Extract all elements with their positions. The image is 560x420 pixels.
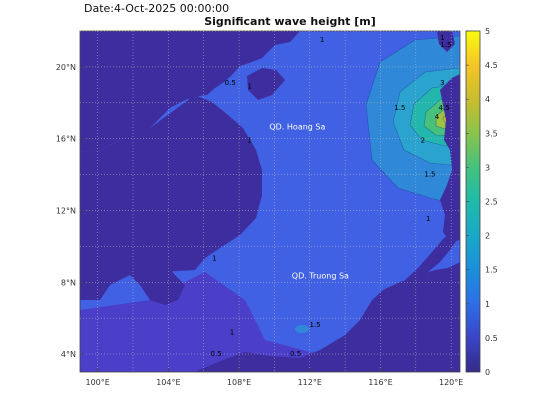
date-label: Date:4-Oct-2025 00:00:00	[84, 2, 230, 15]
x-tick-label: 108°E	[227, 378, 251, 387]
colorbar-tick-label: 5	[485, 27, 490, 36]
contour-label: 1	[426, 215, 430, 223]
y-tick-label: 8°N	[61, 278, 76, 287]
shallow-shelf-sea	[80, 272, 360, 372]
x-tick-label: 100°E	[86, 378, 110, 387]
contour-label: 1	[320, 36, 324, 44]
place-label: QD. Truong Sa	[292, 272, 349, 281]
y-tick-label: 16°N	[56, 135, 76, 144]
colorbar-tick-label: 4	[485, 95, 490, 104]
x-tick-label: 112°E	[298, 378, 322, 387]
colorbar-tick-label: 0.5	[485, 334, 498, 343]
contour-label: 4	[435, 113, 440, 121]
contour-label: 1.5	[394, 104, 405, 112]
contour-label: 1	[230, 328, 234, 336]
y-tick-label: 12°N	[56, 206, 76, 215]
colorbar-tick-label: 0	[485, 368, 490, 377]
map-area	[80, 31, 460, 372]
y-tick-label: 4°N	[61, 350, 76, 359]
contour-label: 2	[421, 136, 425, 144]
colorbar-tick-label: 1.5	[485, 266, 498, 275]
colorbar-tick-label: 2.5	[485, 198, 498, 207]
contour-label: 1	[247, 136, 251, 144]
contour-label: 0.5	[225, 79, 236, 87]
colorbar-tick-label: 3.5	[485, 129, 498, 138]
land-hainan-island	[247, 68, 285, 100]
colorbar-tick-label: 1	[485, 300, 490, 309]
contour-label: 4.5	[439, 104, 450, 112]
grid-lines	[80, 30, 460, 372]
land-philippines	[440, 74, 460, 242]
colorbar: 0 0.5 1 1.5 2 2.5 3 3.5 4 4.5 5	[465, 27, 498, 377]
x-tick-label: 116°E	[368, 378, 392, 387]
y-tick-label: 20°N	[56, 63, 76, 72]
land-taiwan	[437, 31, 455, 52]
land-borneo	[195, 262, 460, 372]
contour-label: 1	[247, 82, 251, 90]
x-tick-label: 120°E	[439, 378, 463, 387]
colorbar-tick-label: 4.5	[485, 61, 498, 70]
land-mainland-north	[80, 31, 300, 152]
contour-label: 1.5	[424, 170, 435, 178]
land-malay-peninsula	[90, 185, 185, 305]
map-title: Significant wave height [m]	[204, 15, 376, 28]
colorbar-tick-label: 2	[485, 232, 490, 241]
land-palawan	[405, 232, 460, 282]
colorbar-tick-label: 3	[485, 163, 490, 172]
contour-label: 1.5	[440, 41, 451, 49]
contour-label: 3	[440, 79, 444, 87]
place-labels: QD. Hoang Sa QD. Truong Sa	[269, 123, 349, 281]
contour-label: 0.5	[290, 350, 301, 358]
contour-label: 1	[212, 255, 216, 263]
contour-label: 1.5	[309, 321, 320, 329]
axis-ticks: 100°E 104°E 108°E 112°E 116°E 120°E 4°N 8°N 12°N…	[56, 63, 463, 387]
contour-label: 0.5	[211, 350, 222, 358]
colorbar-ticks: 0 0.5 1 1.5 2 2.5 3 3.5 4 4.5 5	[466, 27, 498, 377]
contour-label: 1	[440, 34, 444, 42]
x-tick-label: 104°E	[156, 378, 180, 387]
swell-band	[295, 325, 309, 333]
place-label: QD. Hoang Sa	[269, 123, 325, 132]
